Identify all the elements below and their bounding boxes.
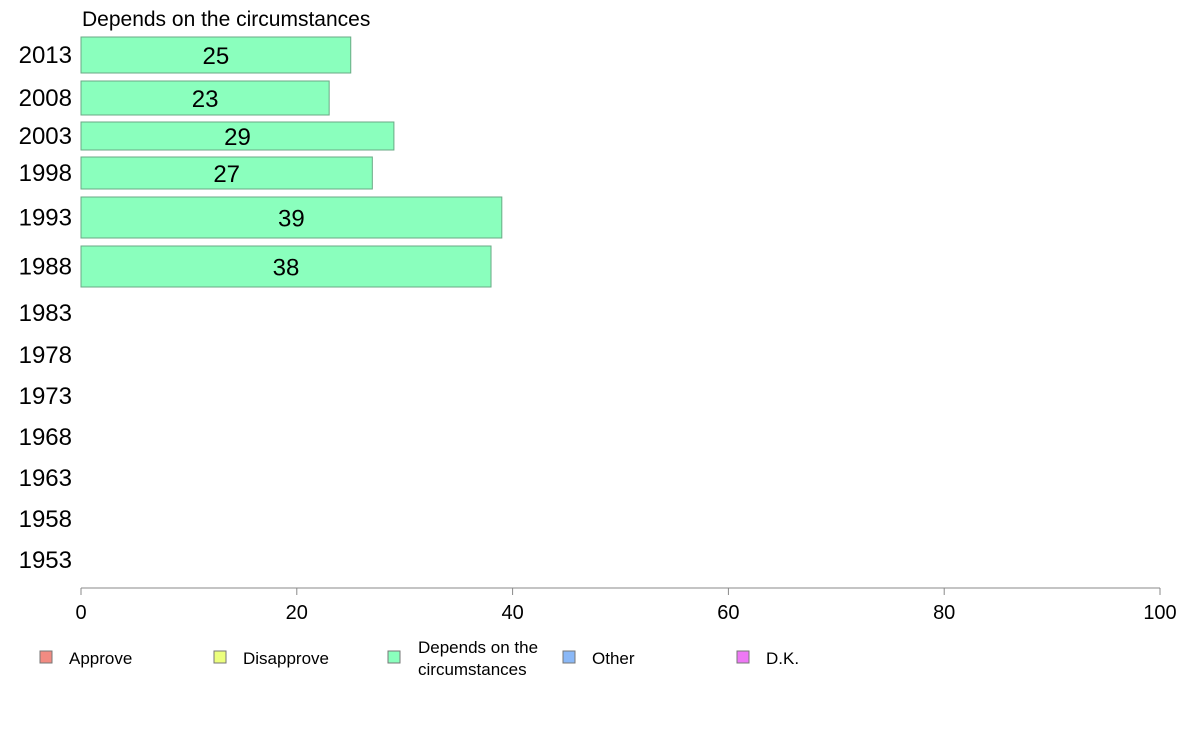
bar-2013 bbox=[80, 36, 352, 74]
category-label-2003: 2003 bbox=[19, 123, 72, 150]
data-label-1993: 39 bbox=[278, 206, 305, 233]
legend-swatch-depends-on-the-circumstances bbox=[387, 650, 401, 664]
x-axis: 0 20 40 60 80 100 bbox=[75, 587, 1177, 624]
legend-item-depends-on-the-circumstances: Depends on the circumstances bbox=[387, 638, 538, 679]
legend-swatch-d-k bbox=[736, 650, 750, 664]
category-label-1953: 1953 bbox=[19, 547, 72, 574]
x-tick-label-60: 60 bbox=[717, 602, 739, 624]
legend-item-disapprove: Disapprove bbox=[213, 649, 329, 668]
x-tick-label-0: 0 bbox=[75, 602, 86, 624]
category-label-1988: 1988 bbox=[19, 254, 72, 281]
x-tick-label-40: 40 bbox=[501, 602, 523, 624]
x-tick-label-100: 100 bbox=[1143, 602, 1176, 624]
category-label-1983: 1983 bbox=[19, 300, 72, 327]
legend-swatch-approve bbox=[39, 650, 53, 664]
bar-1993 bbox=[80, 196, 503, 239]
data-label-2008: 23 bbox=[192, 86, 219, 113]
data-label-2013: 25 bbox=[203, 43, 230, 70]
legend-label-depends-on-the-circumstances-line-2: circumstances bbox=[418, 660, 527, 679]
category-label-1973: 1973 bbox=[19, 383, 72, 410]
legend-label-depends-on-the-circumstances-line-1: Depends on the bbox=[418, 638, 538, 657]
data-label-2003: 29 bbox=[224, 124, 251, 151]
category-labels: 2013 2008 2003 1998 1993 1988 1983 1978 1973 1968… bbox=[19, 42, 72, 574]
category-label-1968: 1968 bbox=[19, 424, 72, 451]
category-label-1978: 1978 bbox=[19, 342, 72, 369]
bar-2008 bbox=[80, 80, 330, 116]
x-tick-label-80: 80 bbox=[933, 602, 955, 624]
legend-label-disapprove: Disapprove bbox=[243, 649, 329, 668]
legend-swatch-other bbox=[562, 650, 576, 664]
category-label-1993: 1993 bbox=[19, 205, 72, 232]
chart-title: Depends on the circumstances bbox=[82, 8, 370, 31]
legend-item-other: Other bbox=[562, 649, 635, 668]
x-tick-label-20: 20 bbox=[286, 602, 308, 624]
category-label-1958: 1958 bbox=[19, 506, 72, 533]
category-label-2013: 2013 bbox=[19, 42, 72, 69]
bar-1988 bbox=[80, 245, 492, 288]
legend-item-approve: Approve bbox=[39, 649, 132, 668]
legend-label-approve: Approve bbox=[69, 649, 132, 668]
legend-label-d-k: D.K. bbox=[766, 649, 799, 668]
legend: Approve Disapprove Depends on the circumsta… bbox=[39, 638, 799, 679]
data-label-1988: 38 bbox=[273, 255, 300, 282]
legend-swatch-disapprove bbox=[213, 650, 227, 664]
category-label-1998: 1998 bbox=[19, 160, 72, 187]
bar-1998 bbox=[80, 156, 373, 190]
category-label-2008: 2008 bbox=[19, 85, 72, 112]
bar-2003 bbox=[80, 121, 395, 151]
data-label-1998: 27 bbox=[213, 161, 240, 188]
category-label-1963: 1963 bbox=[19, 465, 72, 492]
legend-item-d-k: D.K. bbox=[736, 649, 799, 668]
legend-label-other: Other bbox=[592, 649, 635, 668]
